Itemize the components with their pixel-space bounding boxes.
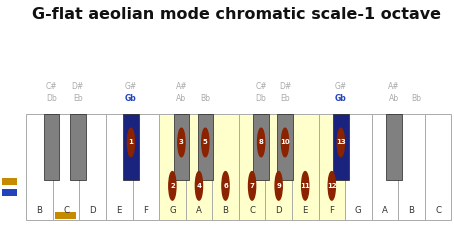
Text: B: B: [37, 206, 43, 215]
Circle shape: [202, 128, 209, 157]
Text: Eb: Eb: [280, 94, 290, 103]
Text: Db: Db: [46, 94, 57, 103]
Circle shape: [275, 172, 282, 200]
Bar: [2, 189, 17, 196]
Bar: [212, 114, 239, 220]
Text: Bb: Bb: [200, 94, 210, 103]
Text: Db: Db: [256, 94, 266, 103]
Text: 2: 2: [170, 183, 175, 189]
Bar: [266, 114, 292, 220]
Bar: [133, 114, 159, 220]
Text: A: A: [196, 206, 202, 215]
Circle shape: [257, 128, 265, 157]
Text: 3: 3: [179, 140, 184, 146]
Text: Gb: Gb: [335, 94, 347, 103]
Bar: [425, 114, 451, 220]
Bar: [2, 178, 17, 184]
Circle shape: [128, 128, 134, 157]
Text: D#: D#: [72, 82, 84, 91]
Text: C: C: [435, 206, 441, 215]
Text: basicmusictheory.com: basicmusictheory.com: [7, 79, 12, 137]
Circle shape: [222, 172, 229, 200]
Text: Gb: Gb: [125, 94, 137, 103]
Bar: [197, 114, 213, 180]
Text: C: C: [63, 206, 69, 215]
Text: 8: 8: [259, 140, 264, 146]
Text: 6: 6: [223, 183, 228, 189]
Bar: [53, 114, 79, 220]
Bar: [386, 114, 402, 180]
Text: B: B: [409, 206, 415, 215]
Bar: [55, 212, 76, 219]
Text: 9: 9: [276, 183, 281, 189]
Bar: [79, 114, 106, 220]
Text: A#: A#: [388, 82, 400, 91]
Text: 5: 5: [203, 140, 207, 146]
Text: A#: A#: [176, 82, 187, 91]
Text: C: C: [249, 206, 255, 215]
Bar: [123, 114, 138, 180]
Text: F: F: [329, 206, 334, 215]
Text: Bb: Bb: [411, 94, 422, 103]
Circle shape: [248, 172, 256, 200]
Circle shape: [178, 128, 185, 157]
Text: 10: 10: [280, 140, 290, 146]
Bar: [253, 114, 269, 180]
Text: 4: 4: [197, 183, 202, 189]
Circle shape: [281, 128, 289, 157]
Bar: [319, 114, 345, 220]
Bar: [333, 114, 349, 180]
Bar: [70, 114, 85, 180]
Circle shape: [328, 172, 336, 200]
Text: G#: G#: [125, 82, 137, 91]
Text: 1: 1: [128, 140, 133, 146]
Text: A: A: [382, 206, 388, 215]
Text: B: B: [222, 206, 228, 215]
Bar: [292, 114, 319, 220]
Circle shape: [301, 172, 309, 200]
Bar: [44, 114, 59, 180]
Bar: [186, 114, 212, 220]
Text: C#: C#: [255, 82, 267, 91]
Text: G: G: [355, 206, 362, 215]
Bar: [26, 114, 53, 220]
Text: D: D: [89, 206, 96, 215]
Circle shape: [195, 172, 202, 200]
Text: G#: G#: [335, 82, 347, 91]
Bar: [106, 114, 133, 220]
Text: D#: D#: [279, 82, 291, 91]
Text: G-flat aeolian mode chromatic scale-1 octave: G-flat aeolian mode chromatic scale-1 oc…: [32, 7, 441, 22]
Text: Ab: Ab: [176, 94, 187, 103]
Bar: [398, 114, 425, 220]
Text: F: F: [143, 206, 148, 215]
Text: G: G: [169, 206, 176, 215]
Bar: [345, 114, 372, 220]
Bar: [372, 114, 398, 220]
Text: Ab: Ab: [389, 94, 399, 103]
Circle shape: [169, 172, 176, 200]
Bar: [239, 114, 266, 220]
Bar: [174, 114, 189, 180]
Bar: [159, 114, 186, 220]
Text: Eb: Eb: [73, 94, 83, 103]
Text: 7: 7: [250, 183, 255, 189]
Bar: [277, 114, 293, 180]
Text: E: E: [302, 206, 308, 215]
Text: 11: 11: [301, 183, 310, 189]
Text: 13: 13: [336, 140, 345, 146]
Text: 12: 12: [327, 183, 336, 189]
Circle shape: [337, 128, 345, 157]
Text: D: D: [275, 206, 282, 215]
Text: C#: C#: [45, 82, 57, 91]
Text: E: E: [117, 206, 122, 215]
